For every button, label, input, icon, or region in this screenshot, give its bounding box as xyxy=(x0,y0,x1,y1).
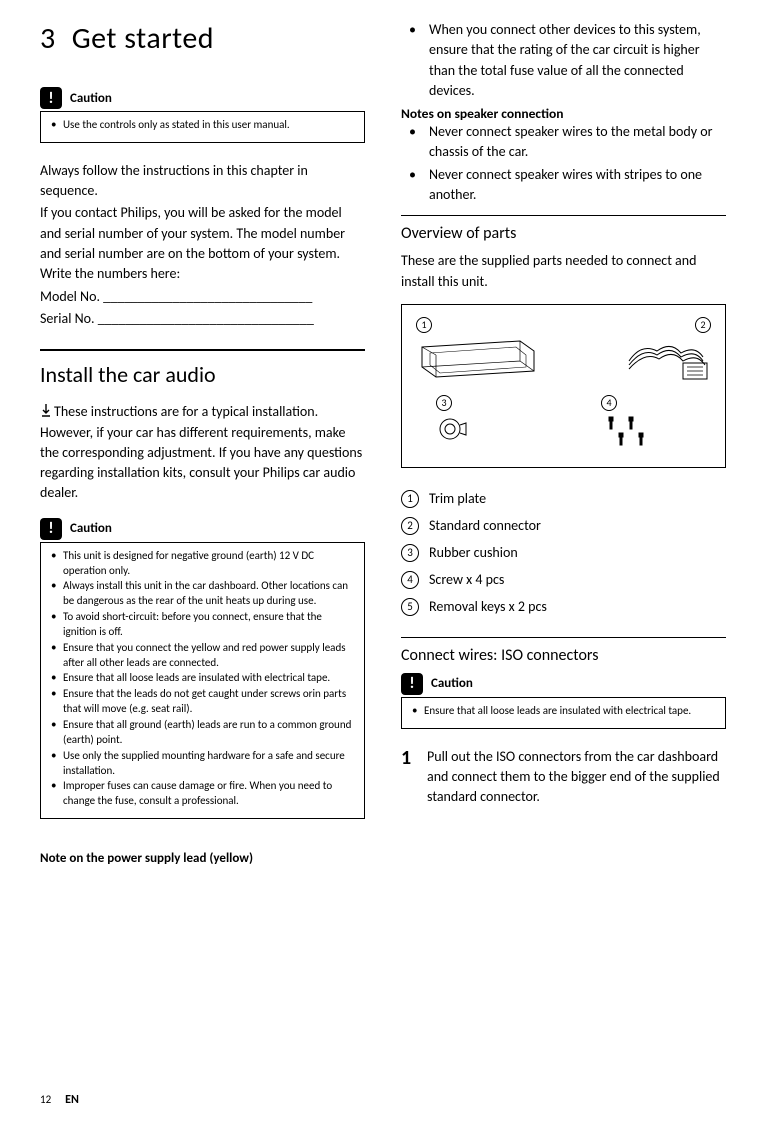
caution-box-1: ! Caution Use the controls only as state… xyxy=(40,87,365,143)
page-footer: 12 EN xyxy=(40,1093,726,1107)
caution-header: ! Caution xyxy=(40,87,365,109)
power-note-heading: Note on the power supply lead (yellow) xyxy=(40,851,365,866)
caution-label: Caution xyxy=(70,91,112,106)
legend-label: Rubber cushion xyxy=(429,544,518,561)
part-3: 3 xyxy=(436,395,472,449)
intro-p1: Always follow the instructions in this c… xyxy=(40,161,365,202)
list-item: Never connect speaker wires with stripes… xyxy=(401,165,726,206)
legend-marker: 3 xyxy=(401,544,419,562)
part-marker-4: 4 xyxy=(601,395,617,411)
speaker-list: Never connect speaker wires to the metal… xyxy=(401,122,726,207)
caution-body: This unit is designed for negative groun… xyxy=(40,542,365,819)
caution-icon: ! xyxy=(40,87,62,109)
list-item: When you connect other devices to this s… xyxy=(401,20,726,101)
part-marker-2: 2 xyxy=(695,317,711,333)
install-p1-text: These instructions are for a typical ins… xyxy=(40,403,362,501)
legend-label: Standard connector xyxy=(429,517,541,534)
section-rule xyxy=(40,349,365,351)
legend-label: Screw x 4 pcs xyxy=(429,571,504,588)
serial-no-line: Serial No. _____________________________… xyxy=(40,309,365,329)
chapter-title-text: Get started xyxy=(72,20,214,57)
caution-item: Improper fuses can cause damage or fire.… xyxy=(51,779,354,809)
legend-marker: 5 xyxy=(401,598,419,616)
chapter-number: 3 xyxy=(40,20,56,57)
note-icon xyxy=(40,404,52,418)
intro-p2: If you contact Philips, you will be aske… xyxy=(40,203,365,284)
caution-item: Ensure that all loose leads are insulate… xyxy=(412,704,715,719)
caution-body: Ensure that all loose leads are insulate… xyxy=(401,697,726,729)
model-no-line: Model No. ______________________________ xyxy=(40,287,365,307)
install-p1: These instructions are for a typical ins… xyxy=(40,402,365,503)
caution-item: Ensure that all loose leads are insulate… xyxy=(51,671,354,686)
parts-diagram: 1 2 xyxy=(401,304,726,468)
connector-icon xyxy=(623,337,711,385)
subsection-rule xyxy=(401,637,726,638)
subsection-rule xyxy=(401,215,726,216)
caution-item: To avoid short-circuit: before you conne… xyxy=(51,610,354,640)
screws-icon xyxy=(601,415,651,449)
legend-label: Removal keys x 2 pcs xyxy=(429,598,547,615)
legend-item: 3 Rubber cushion xyxy=(401,544,726,562)
part-2: 2 xyxy=(623,317,711,385)
legend-marker: 1 xyxy=(401,490,419,508)
legend-item: 2 Standard connector xyxy=(401,517,726,535)
caution-icon: ! xyxy=(40,518,62,540)
steps-list: Pull out the ISO connectors from the car… xyxy=(401,747,726,808)
caution-header: ! Caution xyxy=(40,518,365,540)
caution-item: Ensure that the leads do not get caught … xyxy=(51,687,354,717)
part-marker-1: 1 xyxy=(416,317,432,333)
caution-item: Use the controls only as stated in this … xyxy=(51,118,354,133)
caution-box-3: ! Caution Ensure that all loose leads ar… xyxy=(401,673,726,729)
caution-header: ! Caution xyxy=(401,673,726,695)
caution-item: Always install this unit in the car dash… xyxy=(51,579,354,609)
chapter-title: 3 Get started xyxy=(40,20,365,57)
step-1: Pull out the ISO connectors from the car… xyxy=(401,747,726,808)
speaker-notes-heading: Notes on speaker connection xyxy=(401,105,726,122)
lang-code: EN xyxy=(65,1093,79,1107)
parts-legend: 1 Trim plate 2 Standard connector 3 Rubb… xyxy=(401,490,726,625)
connect-heading: Connect wires: ISO connectors xyxy=(401,646,726,665)
part-4: 4 xyxy=(601,395,651,449)
legend-marker: 4 xyxy=(401,571,419,589)
caution-item: This unit is designed for negative groun… xyxy=(51,549,354,579)
part-1: 1 xyxy=(416,317,536,385)
legend-item: 1 Trim plate xyxy=(401,490,726,508)
legend-item: 4 Screw x 4 pcs xyxy=(401,571,726,589)
caution-body: Use the controls only as stated in this … xyxy=(40,111,365,143)
caution-label: Caution xyxy=(70,521,112,536)
caution-item: Use only the supplied mounting hardware … xyxy=(51,749,354,779)
overview-heading: Overview of parts xyxy=(401,224,726,243)
rubber-cushion-icon xyxy=(436,415,472,443)
overview-p1: These are the supplied parts needed to c… xyxy=(401,251,726,292)
caution-icon: ! xyxy=(401,673,423,695)
legend-label: Trim plate xyxy=(429,490,486,507)
caution-item: Ensure that all ground (earth) leads are… xyxy=(51,718,354,748)
left-column: 3 Get started ! Caution Use the controls … xyxy=(40,20,365,1083)
right-column: When you connect other devices to this s… xyxy=(401,20,726,1083)
caution-box-2: ! Caution This unit is designed for nega… xyxy=(40,518,365,819)
install-heading: Install the car audio xyxy=(40,361,365,388)
top-bullet-list: When you connect other devices to this s… xyxy=(401,20,726,103)
legend-item: 5 Removal keys x 2 pcs xyxy=(401,598,726,616)
part-marker-3: 3 xyxy=(436,395,452,411)
list-item: Never connect speaker wires to the metal… xyxy=(401,122,726,163)
trim-plate-icon xyxy=(416,337,536,379)
caution-item: Ensure that you connect the yellow and r… xyxy=(51,641,354,671)
caution-label: Caution xyxy=(431,676,473,691)
page-number: 12 xyxy=(40,1093,51,1106)
legend-marker: 2 xyxy=(401,517,419,535)
